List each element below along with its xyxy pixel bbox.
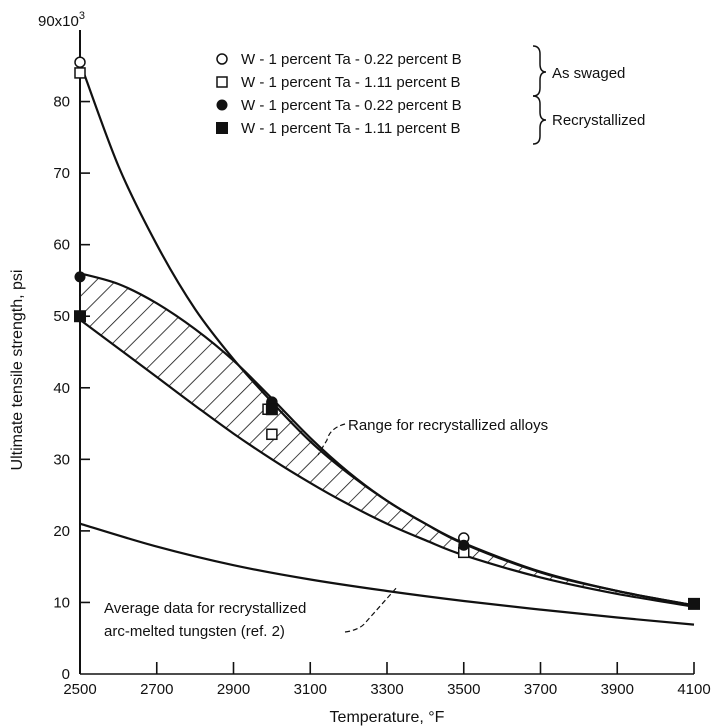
y-multiplier-base: 90x10 — [38, 13, 79, 30]
data-point-open-square — [266, 428, 278, 441]
y-multiplier-exponent: 3 — [79, 10, 85, 22]
tungsten-average — [79, 522, 695, 626]
legend-group-recrystallized: Recrystallized — [552, 112, 645, 129]
y-tick-label: 20 — [53, 523, 70, 540]
range-annotation: Range for recrystallized alloys — [348, 417, 548, 434]
average-annotation-line1: Average data for recrystallized — [104, 600, 306, 617]
data-point-filled-square — [74, 310, 86, 323]
y-tick-label: 40 — [53, 380, 70, 397]
legend-marker-filled-circle — [216, 99, 228, 111]
y-tick-label: 70 — [53, 165, 70, 182]
y-axis-title: Ultimate tensile strength, psi — [9, 270, 26, 471]
range-lower — [79, 318, 695, 608]
data-point-filled-square — [688, 597, 700, 610]
legend-marker-open-square — [216, 76, 228, 88]
x-axis-title: Temperature, °F — [330, 709, 445, 726]
y-tick-label: 10 — [53, 594, 70, 611]
x-tick-label: 3300 — [370, 681, 403, 698]
legend-marker-filled-square — [216, 122, 228, 134]
y-tick-label: 50 — [53, 308, 70, 325]
data-point-filled-circle — [74, 271, 86, 283]
data-point-open-circle — [74, 56, 86, 68]
legend-label-2: W - 1 percent Ta - 1.11 percent B — [241, 74, 461, 91]
curves — [78, 61, 695, 626]
x-tick-label: 3100 — [294, 681, 327, 698]
legend-label-1: W - 1 percent Ta - 0.22 percent B — [241, 51, 462, 68]
range-annotation-leader — [317, 423, 346, 456]
y-tick-label: 80 — [53, 94, 70, 111]
legend-label-3: W - 1 percent Ta - 0.22 percent B — [241, 97, 462, 114]
x-tick-label: 2500 — [63, 681, 96, 698]
y-tick-label: 60 — [53, 237, 70, 254]
x-tick-label: 3500 — [447, 681, 480, 698]
x-tick-label: 2900 — [217, 681, 250, 698]
y-tick-label: 0 — [62, 666, 70, 683]
data-point-filled-square — [265, 403, 278, 416]
average-annotation-leader — [344, 585, 399, 633]
legend-brace-recrystallized — [532, 95, 547, 145]
x-tick-label: 3900 — [601, 681, 634, 698]
ticks: 2500 2700 2900 3100 3300 3500 3700 3900 4100 0 10 2… — [53, 94, 710, 698]
average-annotation-line2: arc-melted tungsten (ref. 2) — [104, 623, 285, 640]
data-point-open-square — [74, 67, 86, 79]
recrystallized-range-band — [80, 273, 694, 607]
data-point-filled-circle — [458, 539, 470, 551]
range-upper — [79, 272, 695, 607]
legend-brace-as-swaged — [532, 45, 547, 97]
legend-marker-open-circle — [216, 53, 228, 65]
legend-label-4: W - 1 percent Ta - 1.11 percent B — [241, 120, 461, 137]
x-tick-label: 2700 — [140, 681, 173, 698]
x-tick-label: 3700 — [524, 681, 557, 698]
y-tick-label: 30 — [53, 451, 70, 468]
data-markers — [74, 56, 700, 610]
y-multiplier-label: 90x103 — [38, 10, 85, 30]
annotations: Range for recrystallized alloys Average … — [104, 417, 548, 640]
legend-group-as-swaged: As swaged — [552, 65, 625, 82]
legend: W - 1 percent Ta - 0.22 percent B W - 1 … — [216, 45, 645, 145]
x-tick-label: 4100 — [677, 681, 710, 698]
